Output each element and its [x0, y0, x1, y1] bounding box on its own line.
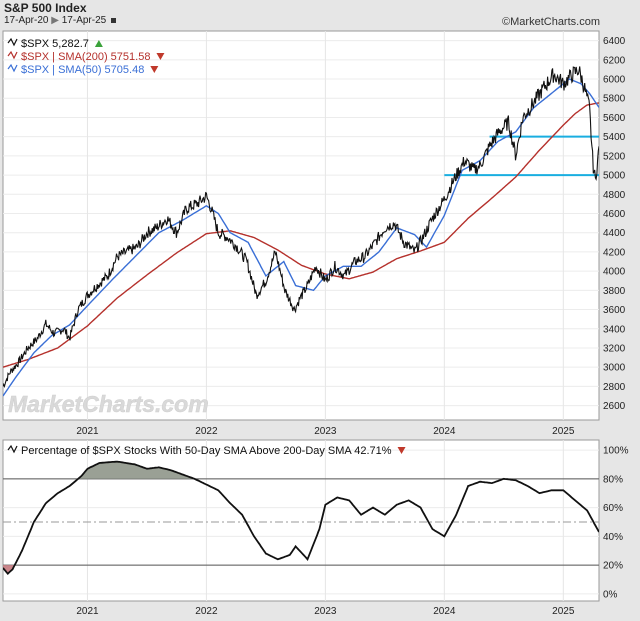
watermark: MarketCharts.com: [8, 391, 209, 417]
price-y-tick: 5800: [603, 94, 626, 105]
breadth-x-tick: 2024: [433, 606, 456, 617]
price-y-tick: 3600: [603, 305, 626, 316]
breadth-x-tick: 2023: [314, 606, 337, 617]
price-x-tick: 2021: [76, 426, 99, 437]
breadth-x-tick: 2025: [552, 606, 575, 617]
breadth-y-tick: 40%: [603, 532, 623, 543]
range-marker-icon: [110, 18, 116, 23]
range-arrow-icon: ▶: [51, 15, 59, 26]
legend-line-icon: [7, 63, 18, 73]
legend-line-icon: [7, 37, 18, 47]
price-x-tick: 2024: [433, 426, 456, 437]
breadth-overbought-fill: [78, 461, 194, 479]
down-arrow-icon: [397, 447, 406, 454]
price-y-tick: 4000: [603, 267, 626, 278]
date-end: 17-Apr-25: [61, 15, 107, 26]
legend-label: $SPX 5,282.7: [21, 38, 89, 50]
price-y-tick: 6000: [603, 75, 626, 86]
down-arrow-icon: [156, 53, 165, 60]
price-y-tick: 4600: [603, 209, 626, 220]
price-line: [3, 66, 599, 389]
price-y-tick: 6400: [603, 36, 626, 47]
up-arrow-icon: [94, 40, 103, 47]
breadth-oversold-fill: [3, 565, 15, 574]
date-range: 17-Apr-20 ▶ 17-Apr-25: [4, 15, 116, 26]
price-y-tick: 4400: [603, 228, 626, 239]
down-arrow-icon: [150, 66, 159, 73]
breadth-y-tick: 60%: [603, 503, 623, 514]
price-y-tick: 2800: [603, 382, 626, 393]
price-y-tick: 4800: [603, 190, 626, 201]
sma200-line: [3, 102, 599, 368]
date-start: 17-Apr-20: [4, 15, 49, 26]
breadth-legend-label: Percentage of $SPX Stocks With 50-Day SM…: [21, 445, 392, 457]
price-y-tick: 4200: [603, 247, 626, 258]
legend-line-icon: [7, 50, 18, 60]
price-y-tick: 3800: [603, 286, 626, 297]
breadth-x-tick: 2021: [76, 606, 99, 617]
price-y-tick: 2600: [603, 401, 626, 412]
legend-label: $SPX | SMA(50) 5705.48: [21, 64, 144, 76]
price-y-tick: 3000: [603, 363, 626, 374]
sma50-line: [3, 78, 599, 397]
price-y-tick: 6200: [603, 55, 626, 66]
legend-label: $SPX | SMA(200) 5751.58: [21, 51, 150, 63]
legend-line-icon: [7, 444, 18, 454]
breadth-line: [3, 460, 599, 576]
price-x-tick: 2023: [314, 426, 337, 437]
chart-title: S&P 500 Index: [4, 1, 87, 15]
price-y-tick: 5600: [603, 113, 626, 124]
price-x-tick: 2022: [195, 426, 218, 437]
breadth-y-tick: 80%: [603, 474, 623, 485]
price-y-tick: 3200: [603, 343, 626, 354]
price-y-tick: 5000: [603, 171, 626, 182]
price-y-tick: 3400: [603, 324, 626, 335]
breadth-y-tick: 20%: [603, 561, 623, 572]
price-x-tick: 2025: [552, 426, 575, 437]
breadth-y-tick: 0%: [603, 589, 618, 600]
breadth-y-tick: 100%: [603, 446, 629, 457]
breadth-x-tick: 2022: [195, 606, 218, 617]
brand-credit: ©MarketCharts.com: [502, 16, 600, 28]
price-y-tick: 5200: [603, 151, 626, 162]
price-panel: [2, 30, 600, 421]
breadth-panel: [2, 439, 600, 602]
price-y-tick: 5400: [603, 132, 626, 143]
